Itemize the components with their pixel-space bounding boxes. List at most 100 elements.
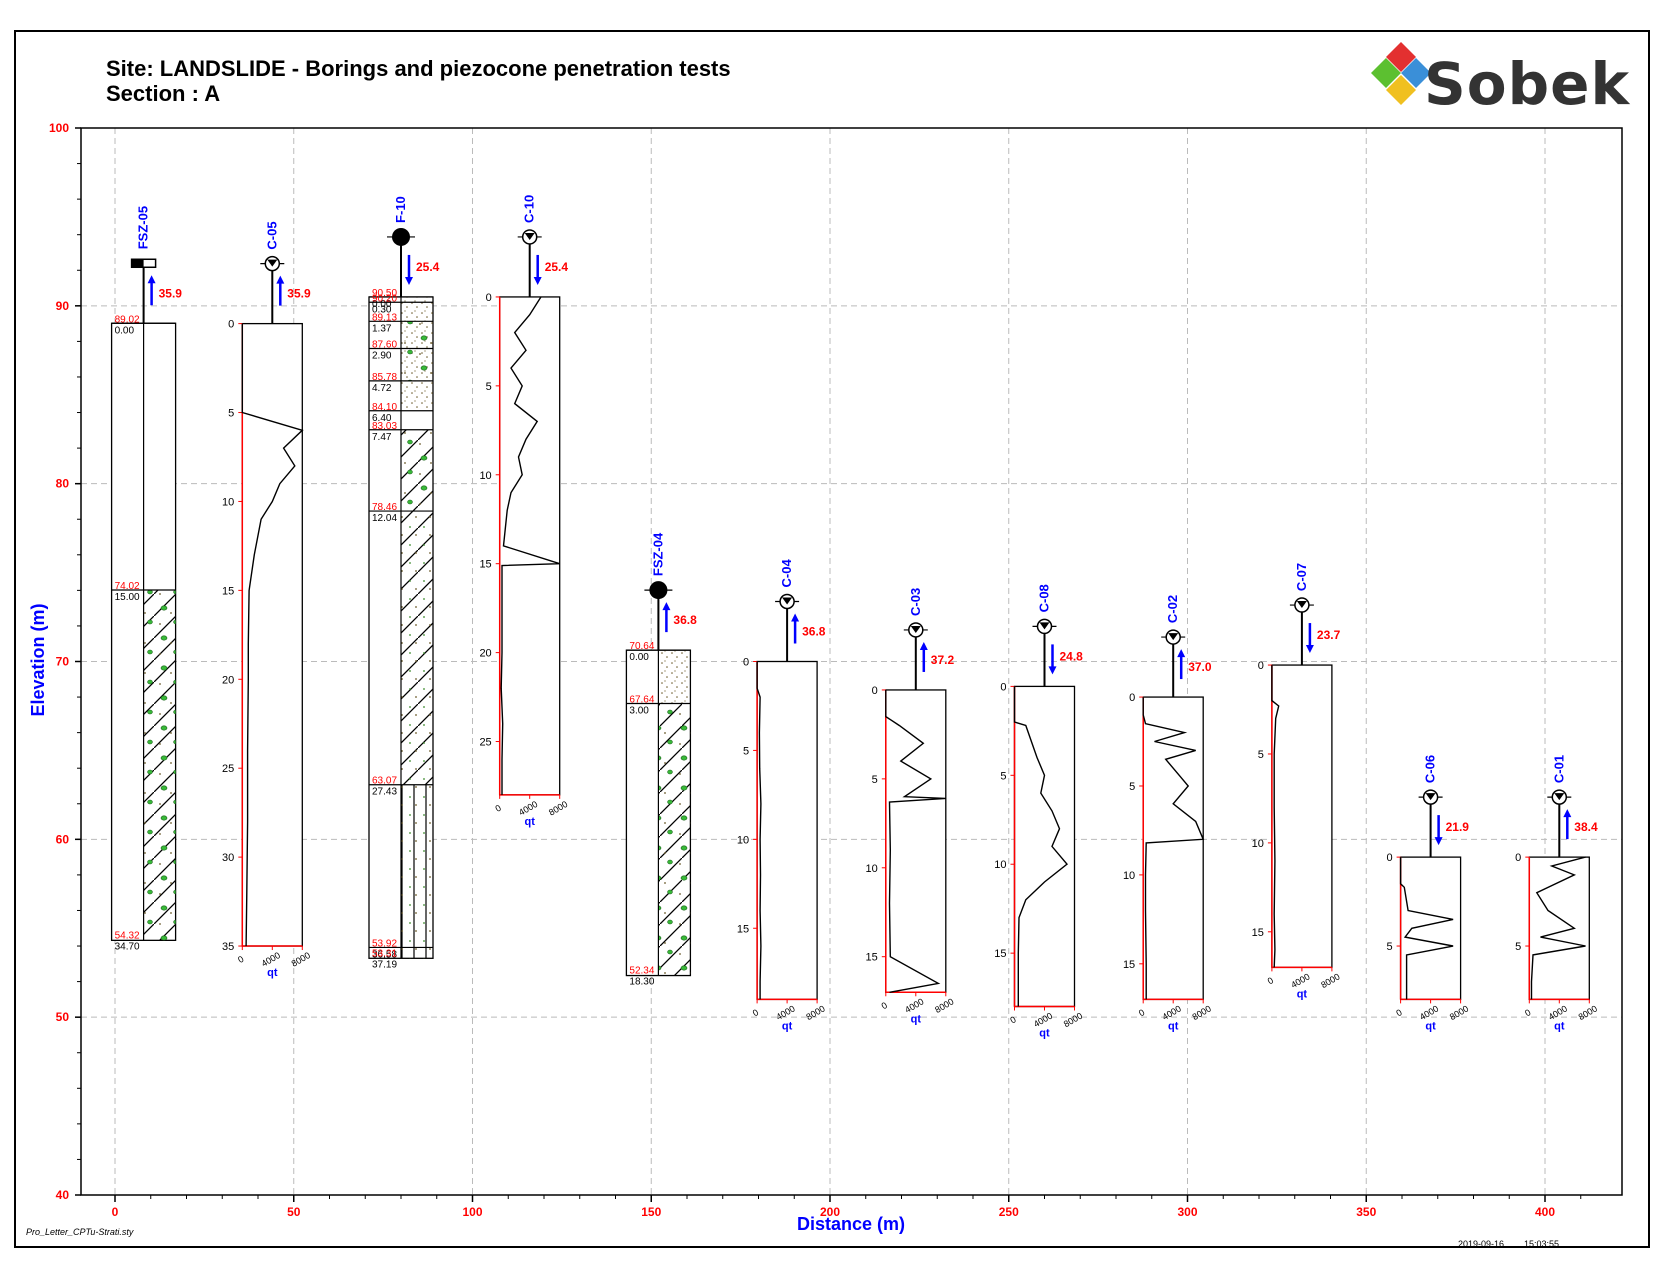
layer-depth-label: 0.30 xyxy=(372,304,392,315)
depth-tick-label: 0 xyxy=(1258,660,1264,672)
water-depth-label: 25.4 xyxy=(416,260,440,274)
depth-tick-label: 5 xyxy=(1386,941,1392,953)
log-name-label: C-08 xyxy=(1037,584,1052,612)
depth-tick-label: 10 xyxy=(479,470,491,482)
layer-pattern xyxy=(401,784,433,948)
x-tick-label: 300 xyxy=(1177,1205,1197,1219)
title-line1: Site: LANDSLIDE - Borings and piezocone … xyxy=(106,56,731,81)
depth-tick-label: 10 xyxy=(737,834,749,846)
qt-axis-label: qt xyxy=(1168,1020,1179,1032)
cpt-c-07: C-07 23.7 0 5 10 15 0 4000 8000 qt xyxy=(1252,563,1342,1001)
surface-circle-icon xyxy=(392,227,410,246)
layer-depth-label: 12.04 xyxy=(372,513,397,524)
bottom-depth-label: 18.30 xyxy=(629,977,654,988)
depth-tick-label: 5 xyxy=(1000,770,1006,782)
qt-axis-label: qt xyxy=(1039,1027,1050,1039)
water-arrow-head xyxy=(1563,809,1572,818)
qt-tick-label: 8000 xyxy=(1191,1003,1213,1022)
qt-tick-label: 0 xyxy=(1008,1014,1017,1025)
qt-tick-label: 4000 xyxy=(1547,1003,1569,1022)
depth-tick-label: 5 xyxy=(228,408,234,420)
water-arrow-head xyxy=(1434,837,1443,846)
layer-pattern xyxy=(401,380,433,411)
qt-tick-label: 0 xyxy=(1266,975,1275,986)
qt-tick-label: 4000 xyxy=(1161,1003,1183,1022)
water-depth-label: 25.4 xyxy=(545,260,569,274)
qt-tick-label: 4000 xyxy=(1418,1003,1440,1022)
cpt-c-03: C-03 37.2 0 5 10 15 0 4000 8000 qt xyxy=(866,588,956,1026)
x-tick-label: 350 xyxy=(1356,1205,1376,1219)
depth-tick-label: 10 xyxy=(1123,870,1135,882)
log-name-label: C-07 xyxy=(1294,563,1309,591)
bottom-elevation-label: 52.34 xyxy=(629,966,654,977)
layer-elevation-label: 84.10 xyxy=(372,402,397,413)
log-name-label: FSZ-05 xyxy=(136,206,151,249)
log-name-label: C-03 xyxy=(908,588,923,616)
depth-tick-label: 15 xyxy=(479,559,491,571)
axes: 0 50 100 150 200 250 300 350 400405060708090100D… xyxy=(28,121,1623,1234)
qt-tick-label: 8000 xyxy=(1448,1003,1470,1022)
layer-depth-label: 4.72 xyxy=(372,383,392,394)
layer-elevation-label: 89.13 xyxy=(372,312,397,323)
layer-elevation-label: 90.50 xyxy=(372,288,397,299)
depth-tick-label: 20 xyxy=(222,674,234,686)
water-depth-label: 21.9 xyxy=(1446,820,1470,834)
layer-elevation-label: 70.64 xyxy=(629,641,654,652)
qt-profile-line xyxy=(1399,857,1454,1000)
depth-tick-label: 15 xyxy=(737,923,749,935)
y-tick-label: 70 xyxy=(56,655,70,669)
depth-tick-label: 10 xyxy=(222,496,234,508)
water-depth-label: 37.0 xyxy=(1188,660,1212,674)
depth-tick-label: 5 xyxy=(1515,941,1521,953)
depth-tick-label: 5 xyxy=(1258,749,1264,761)
qt-profile-line xyxy=(885,690,946,993)
water-depth-label: 37.2 xyxy=(931,653,955,667)
qt-profile-line xyxy=(500,296,560,795)
water-arrow-head xyxy=(791,613,800,622)
qt-tick-label: 8000 xyxy=(1062,1011,1084,1030)
water-depth-label: 38.4 xyxy=(1574,820,1598,834)
qt-axis-label: qt xyxy=(782,1020,793,1032)
water-arrow-head xyxy=(405,276,413,285)
log-name-label: C-10 xyxy=(522,195,537,223)
layer-pattern xyxy=(401,296,433,303)
log-name-label: F-10 xyxy=(393,196,408,223)
x-tick-label: 250 xyxy=(999,1205,1019,1219)
log-name-label: C-01 xyxy=(1551,755,1566,783)
depth-tick-label: 5 xyxy=(486,381,492,393)
x-axis-label: Distance (m) xyxy=(797,1214,905,1234)
water-arrow-head xyxy=(1048,666,1057,675)
title-line2: Section : A xyxy=(106,81,221,106)
qt-tick-label: 4000 xyxy=(260,950,282,969)
layer-pattern xyxy=(658,650,691,704)
qt-tick-label: 8000 xyxy=(804,1003,826,1022)
qt-profile-line xyxy=(1142,697,1205,1000)
time-label: 15:03:55 xyxy=(1524,1239,1560,1249)
layer-depth-label: 0.00 xyxy=(372,299,392,310)
style-file-label: Pro_Letter_CPTu-Strati.sty xyxy=(26,1227,134,1237)
water-arrow-head xyxy=(276,275,285,284)
depth-tick-label: 15 xyxy=(994,948,1006,960)
plot-frame xyxy=(14,30,1650,1248)
cpt-plot-box xyxy=(1528,856,1590,1001)
cone-icon-tip xyxy=(1425,793,1436,801)
y-tick-label: 90 xyxy=(56,299,70,313)
x-tick-label: 150 xyxy=(641,1205,661,1219)
cpt-plot-box xyxy=(241,322,303,947)
layer-elevation-label: 78.46 xyxy=(372,502,397,513)
grid xyxy=(81,127,1622,1196)
depth-tick-label: 35 xyxy=(222,941,234,953)
qt-profile-line xyxy=(241,323,304,947)
layer-depth-label: 27.43 xyxy=(372,787,397,798)
cpt-plot-box xyxy=(1271,664,1333,969)
layer-pattern xyxy=(658,703,691,976)
depth-tick-label: 30 xyxy=(222,852,234,864)
depth-tick-label: 0 xyxy=(1000,681,1006,693)
qt-tick-label: 8000 xyxy=(1577,1003,1599,1022)
layer-depth-label: 0.00 xyxy=(629,652,649,663)
log-name-label: C-05 xyxy=(264,221,279,249)
layer-elevation-label: 90.20 xyxy=(372,293,397,304)
qt-tick-label: 0 xyxy=(1137,1007,1146,1018)
